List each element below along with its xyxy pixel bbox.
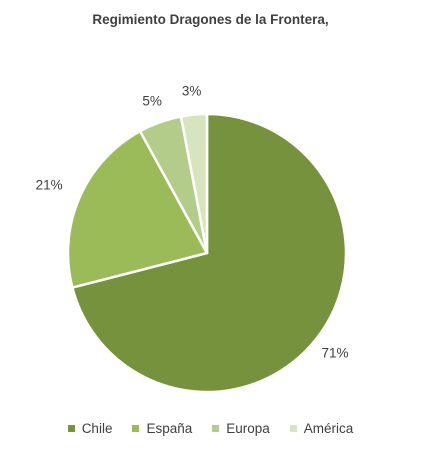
chart-title: Regimiento Dragones de la Frontera,: [92, 12, 329, 27]
legend-swatch-chile: [67, 425, 75, 432]
data-label-europa: 5%: [142, 94, 162, 109]
legend-item-europa: Europa: [212, 421, 270, 436]
data-label-américa: 3%: [182, 84, 202, 99]
data-label-españa: 21%: [36, 178, 63, 193]
legend-label-españa: España: [146, 421, 193, 436]
legend-swatch-europa: [212, 425, 220, 432]
legend-item-españa: España: [132, 421, 192, 436]
legend-swatch-españa: [132, 425, 140, 432]
data-label-chile: 71%: [321, 345, 348, 360]
legend-item-chile: Chile: [67, 421, 113, 436]
legend-label-américa: América: [303, 421, 354, 436]
pie-data-labels: 71% 21% 5% 3%: [36, 84, 349, 361]
legend-swatch-américa: [289, 425, 297, 432]
pie-slice-chile: [71, 112, 348, 394]
chart-legend: Chile España Europa América: [0, 421, 421, 436]
legend-label-europa: Europa: [226, 421, 270, 436]
pie-slice-américa: [179, 112, 209, 255]
legend-label-chile: Chile: [81, 421, 113, 436]
pie-slices: [66, 112, 348, 394]
pie-slice-españa: [66, 129, 209, 289]
legend-item-américa: América: [289, 421, 354, 436]
